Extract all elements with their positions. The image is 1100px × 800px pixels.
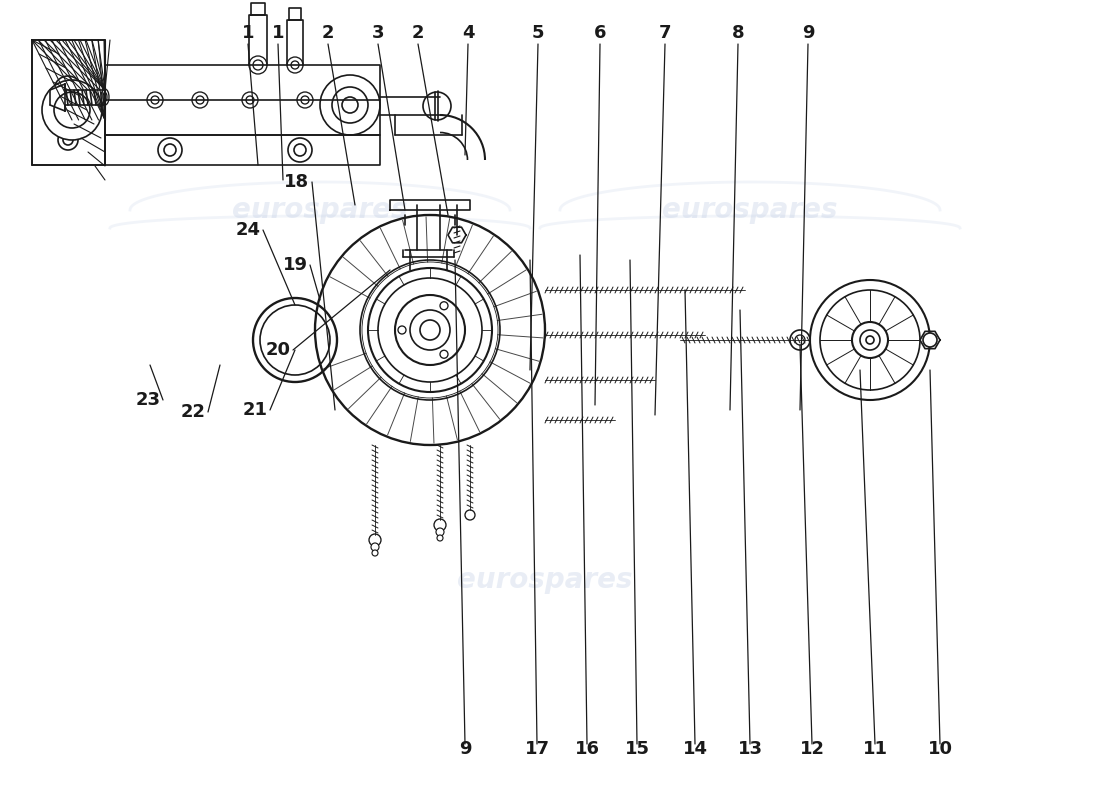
Text: 2: 2 [321,24,334,42]
Circle shape [436,528,444,536]
Circle shape [292,61,299,69]
Ellipse shape [101,89,109,105]
Text: 11: 11 [862,740,888,758]
Text: 1: 1 [242,24,254,42]
Text: eurospares: eurospares [662,196,838,224]
Circle shape [434,519,446,531]
Circle shape [410,310,450,350]
Circle shape [249,56,267,74]
Circle shape [158,138,182,162]
Circle shape [297,92,313,108]
Circle shape [395,295,465,365]
Circle shape [63,135,73,145]
Circle shape [287,57,303,73]
Text: 17: 17 [525,740,550,758]
Text: 14: 14 [682,740,707,758]
Circle shape [424,92,451,120]
Circle shape [242,92,258,108]
Text: 22: 22 [180,403,206,421]
Circle shape [54,76,82,104]
Text: 21: 21 [242,401,267,419]
Circle shape [860,330,880,350]
Circle shape [866,336,874,344]
Circle shape [346,96,354,104]
Circle shape [398,326,406,334]
Circle shape [368,534,381,546]
Text: 5: 5 [531,24,544,42]
Text: 6: 6 [594,24,606,42]
Text: 4: 4 [462,24,474,42]
Circle shape [810,280,930,400]
Circle shape [923,333,937,347]
Circle shape [372,550,378,556]
Circle shape [437,535,443,541]
Text: eurospares: eurospares [458,566,632,594]
Text: 19: 19 [283,256,308,274]
Circle shape [420,320,440,340]
Circle shape [420,257,436,273]
Text: 10: 10 [927,740,953,758]
Circle shape [60,83,75,97]
Circle shape [315,215,544,445]
Circle shape [164,144,176,156]
Circle shape [147,92,163,108]
Circle shape [151,96,160,104]
Text: 2: 2 [411,24,425,42]
Text: 1: 1 [272,24,284,42]
Text: 18: 18 [285,173,309,191]
Circle shape [196,96,204,104]
Ellipse shape [103,93,107,102]
Circle shape [371,543,380,551]
Circle shape [246,96,254,104]
Circle shape [820,290,920,390]
Circle shape [253,60,263,70]
Circle shape [440,302,448,310]
Circle shape [852,322,888,358]
Circle shape [440,350,448,358]
Circle shape [301,96,309,104]
Text: 9: 9 [459,740,471,758]
Circle shape [378,278,482,382]
Text: 20: 20 [265,341,290,359]
Circle shape [332,87,368,123]
Circle shape [42,80,102,140]
Circle shape [362,262,498,398]
Text: 9: 9 [802,24,814,42]
Circle shape [54,92,90,128]
Circle shape [342,92,358,108]
Circle shape [360,260,500,400]
Text: 24: 24 [235,221,261,239]
Text: 8: 8 [732,24,745,42]
Circle shape [465,510,475,520]
Text: 15: 15 [625,740,649,758]
Text: 3: 3 [372,24,384,42]
Text: 13: 13 [737,740,762,758]
Text: eurospares: eurospares [232,196,408,224]
Circle shape [288,138,312,162]
Circle shape [320,75,379,135]
Text: 7: 7 [659,24,671,42]
Circle shape [790,330,810,350]
Circle shape [342,97,358,113]
Circle shape [58,130,78,150]
Circle shape [795,335,805,345]
Circle shape [368,268,492,392]
Circle shape [192,92,208,108]
Circle shape [294,144,306,156]
Ellipse shape [410,244,446,256]
Text: 23: 23 [135,391,161,409]
Text: 16: 16 [574,740,600,758]
Text: 12: 12 [800,740,825,758]
